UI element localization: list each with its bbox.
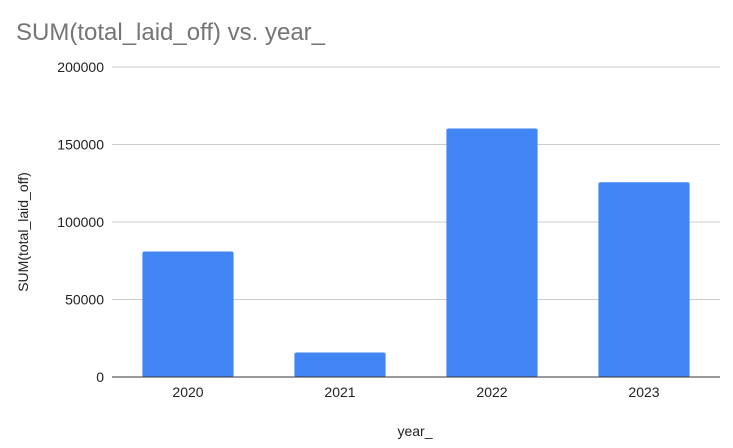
x-axis-ticks: 2020 2021 2022 2023 — [172, 384, 659, 400]
x-tick-label: 2021 — [324, 384, 355, 400]
bar-2020 — [142, 251, 234, 377]
chart-title: SUM(total_laid_off) vs. year_ — [16, 19, 326, 46]
y-axis-label: SUM(total_laid_off) — [15, 172, 31, 292]
y-axis-ticks: 0 50000 100000 150000 200000 — [57, 59, 104, 385]
x-axis-label: year_ — [397, 423, 432, 439]
y-tick-label: 100000 — [57, 214, 104, 230]
bars — [142, 128, 690, 377]
y-tick-label: 0 — [96, 369, 104, 385]
x-tick-label: 2022 — [476, 384, 507, 400]
bar-2022 — [446, 128, 538, 377]
bar-2021 — [294, 352, 386, 377]
x-tick-label: 2023 — [628, 384, 659, 400]
y-tick-label: 200000 — [57, 59, 104, 75]
bar-2023 — [598, 182, 690, 377]
x-tick-label: 2020 — [172, 384, 203, 400]
y-tick-label: 150000 — [57, 137, 104, 153]
y-tick-label: 50000 — [65, 292, 104, 308]
